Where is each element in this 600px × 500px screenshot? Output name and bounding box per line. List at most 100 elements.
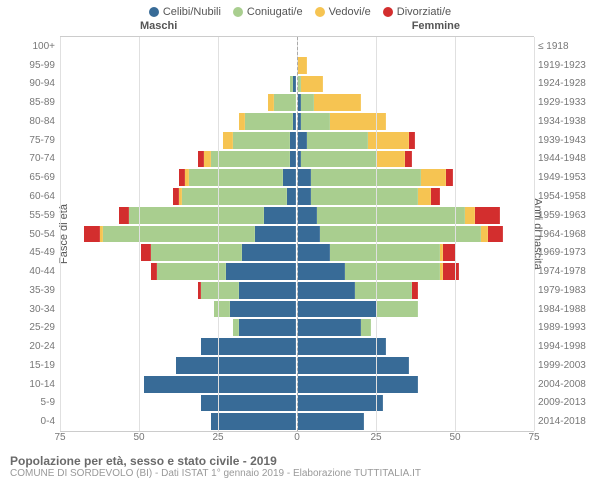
- bar-female: [298, 207, 500, 224]
- bar-segment: [129, 207, 265, 224]
- legend-swatch: [149, 7, 159, 17]
- bar-segment: [301, 151, 377, 168]
- age-label: 70-74: [10, 153, 55, 164]
- bar-male: [290, 76, 296, 93]
- x-tick-label: 75: [528, 432, 539, 443]
- centerline: [297, 37, 298, 431]
- bar-male: [214, 301, 296, 318]
- bar-segment: [361, 319, 370, 336]
- bar-segment: [176, 357, 296, 374]
- birth-year-label: 2014-2018: [538, 416, 596, 427]
- bar-male: [223, 132, 296, 149]
- birth-year-label: 1979-1983: [538, 285, 596, 296]
- bar-segment: [465, 207, 474, 224]
- bar-segment: [298, 226, 320, 243]
- age-label: 75-79: [10, 135, 55, 146]
- bar-segment: [298, 301, 377, 318]
- bar-segment: [223, 132, 232, 149]
- legend-swatch: [315, 7, 325, 17]
- bar-segment: [242, 244, 296, 261]
- bar-segment: [119, 207, 128, 224]
- bar-male: [198, 282, 296, 299]
- age-label: 5-9: [10, 397, 55, 408]
- birth-year-label: 2004-2008: [538, 379, 596, 390]
- bar-male: [211, 413, 296, 430]
- bar-female: [298, 395, 383, 412]
- bar-male: [268, 94, 296, 111]
- bar-segment: [298, 207, 317, 224]
- bar-segment: [298, 338, 386, 355]
- legend-label: Divorziati/e: [397, 6, 451, 18]
- bar-segment: [293, 113, 296, 130]
- bar-male: [239, 113, 296, 130]
- bar-segment: [141, 244, 150, 261]
- birth-year-label: 1924-1928: [538, 78, 596, 89]
- bar-segment: [274, 94, 296, 111]
- legend-label: Vedovi/e: [329, 6, 371, 18]
- bar-segment: [201, 395, 296, 412]
- bar-segment: [488, 226, 504, 243]
- age-label: 55-59: [10, 210, 55, 221]
- bar-segment: [239, 319, 296, 336]
- bar-segment: [298, 263, 345, 280]
- bar-segment: [475, 207, 500, 224]
- age-label: 85-89: [10, 97, 55, 108]
- legend-item: Coniugati/e: [233, 6, 303, 18]
- bar-female: [298, 376, 418, 393]
- birth-year-label: 1999-2003: [538, 360, 596, 371]
- x-tick-label: 0: [294, 432, 300, 443]
- population-pyramid-chart: Celibi/NubiliConiugati/eVedovi/eDivorzia…: [0, 0, 600, 500]
- birth-year-label: 1974-1978: [538, 266, 596, 277]
- legend-swatch: [233, 7, 243, 17]
- birth-year-label: 1919-1923: [538, 60, 596, 71]
- age-label: 15-19: [10, 360, 55, 371]
- age-label: 100+: [10, 41, 55, 52]
- footer-subtitle: COMUNE DI SORDEVOLO (BI) - Dati ISTAT 1°…: [10, 468, 590, 479]
- bar-segment: [211, 413, 296, 430]
- bar-segment: [233, 132, 290, 149]
- age-label: 95-99: [10, 60, 55, 71]
- bar-segment: [290, 151, 296, 168]
- bar-segment: [298, 57, 307, 74]
- bar-female: [298, 357, 409, 374]
- birth-year-label: 1929-1933: [538, 97, 596, 108]
- birth-year-label: 1944-1948: [538, 153, 596, 164]
- x-tick-label: 75: [54, 432, 65, 443]
- bar-segment: [182, 188, 286, 205]
- gridline: [455, 37, 456, 431]
- gender-right-label: Femmine: [412, 20, 460, 32]
- birth-year-label: 1969-1973: [538, 247, 596, 258]
- bar-segment: [151, 244, 243, 261]
- bar-female: [298, 301, 418, 318]
- age-label: 30-34: [10, 304, 55, 315]
- bar-female: [298, 413, 364, 430]
- bar-male: [173, 188, 296, 205]
- bar-female: [298, 151, 412, 168]
- birth-year-label: ≤ 1918: [538, 41, 596, 52]
- bar-segment: [330, 113, 387, 130]
- legend-swatch: [383, 7, 393, 17]
- bar-segment: [314, 94, 361, 111]
- bar-male: [151, 263, 296, 280]
- bar-male: [233, 319, 296, 336]
- bar-segment: [157, 263, 227, 280]
- bar-segment: [226, 263, 296, 280]
- bar-female: [298, 263, 459, 280]
- bar-segment: [144, 376, 296, 393]
- bar-segment: [245, 113, 292, 130]
- gridline: [534, 37, 535, 431]
- birth-year-label: 1994-1998: [538, 341, 596, 352]
- age-label: 20-24: [10, 341, 55, 352]
- gender-left-label: Maschi: [140, 20, 177, 32]
- bar-segment: [431, 188, 440, 205]
- bar-segment: [283, 169, 296, 186]
- bar-segment: [355, 282, 412, 299]
- gridline: [218, 37, 219, 431]
- birth-year-label: 1964-1968: [538, 229, 596, 240]
- bar-segment: [293, 76, 296, 93]
- bar-segment: [239, 282, 296, 299]
- bar-segment: [377, 301, 418, 318]
- bar-segment: [298, 188, 311, 205]
- bar-segment: [103, 226, 255, 243]
- bar-segment: [201, 338, 296, 355]
